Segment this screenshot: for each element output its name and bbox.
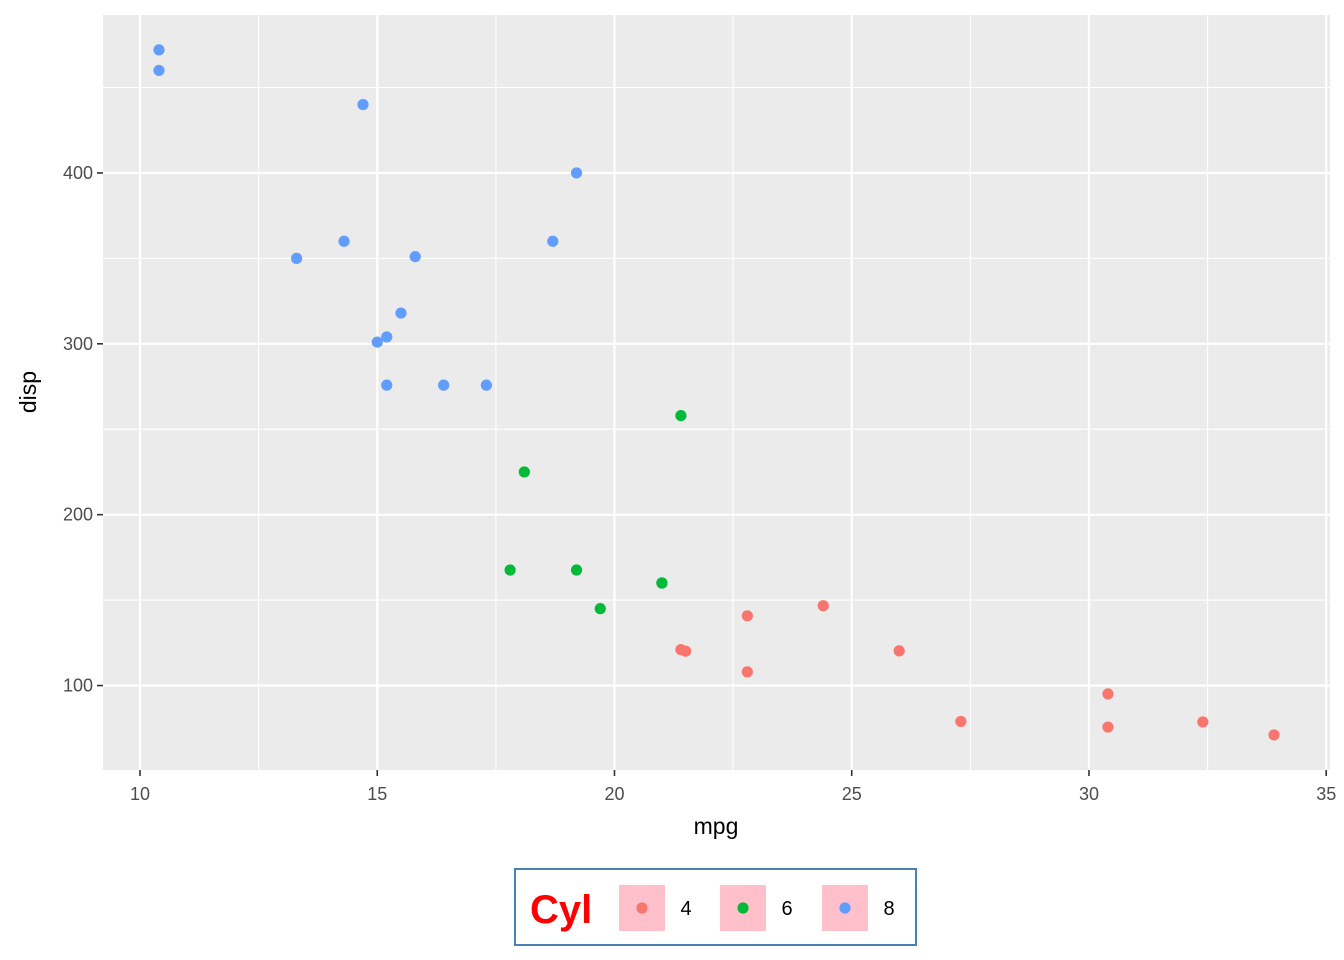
- x-tick-label: 30: [1079, 784, 1099, 804]
- x-tick-label: 25: [842, 784, 862, 804]
- data-point: [1102, 721, 1114, 733]
- legend-title: Cyl: [530, 888, 592, 932]
- data-point: [675, 644, 687, 656]
- x-axis-title: mpg: [694, 813, 739, 839]
- data-point: [547, 235, 559, 247]
- legend-label: 6: [781, 898, 792, 920]
- data-point: [504, 564, 516, 576]
- minor-gridlines: [103, 15, 1330, 770]
- y-axis: 100 200 300 400: [63, 163, 103, 696]
- data-point: [656, 577, 668, 589]
- data-point: [1268, 729, 1280, 741]
- data-point: [1102, 688, 1114, 700]
- data-point: [1197, 716, 1209, 728]
- data-point: [381, 379, 393, 391]
- x-tick-label: 15: [367, 784, 387, 804]
- data-point: [438, 379, 450, 391]
- data-point: [395, 307, 407, 319]
- data-point: [290, 252, 303, 264]
- y-tick-label: 400: [63, 163, 93, 183]
- legend-key-dot: [737, 902, 749, 914]
- data-point: [409, 251, 421, 263]
- major-gridlines: [103, 15, 1330, 770]
- x-tick-label: 35: [1316, 784, 1336, 804]
- x-axis: 10 15 20 25 30 35: [130, 770, 1336, 804]
- y-axis-title: disp: [15, 371, 41, 413]
- data-point: [570, 167, 583, 179]
- data-point: [675, 409, 687, 422]
- data-point: [480, 379, 492, 391]
- data-point: [741, 666, 753, 678]
- legend-label: 8: [883, 898, 894, 920]
- data-point: [338, 235, 350, 247]
- data-point: [955, 715, 967, 728]
- data-point: [153, 44, 165, 56]
- data-point: [741, 610, 753, 622]
- data-point: [381, 331, 393, 343]
- data-point: [357, 98, 369, 111]
- legend-key-dot: [839, 902, 851, 914]
- y-tick-label: 300: [63, 334, 93, 354]
- data-point: [817, 600, 829, 612]
- legend: Cyl 4 6 8: [514, 868, 917, 946]
- data-point: [371, 336, 383, 348]
- data-point: [570, 564, 583, 576]
- legend-label: 4: [680, 898, 691, 920]
- y-tick-label: 200: [63, 505, 93, 525]
- data-points: [153, 44, 1280, 741]
- x-tick-label: 20: [604, 784, 624, 804]
- y-tick-label: 100: [63, 676, 93, 696]
- data-point: [594, 603, 606, 615]
- data-point: [153, 64, 165, 77]
- plot-panel: [103, 15, 1330, 770]
- data-point: [893, 645, 905, 657]
- legend-key-dot: [636, 902, 648, 914]
- x-tick-label: 10: [130, 784, 150, 804]
- data-point: [518, 466, 530, 478]
